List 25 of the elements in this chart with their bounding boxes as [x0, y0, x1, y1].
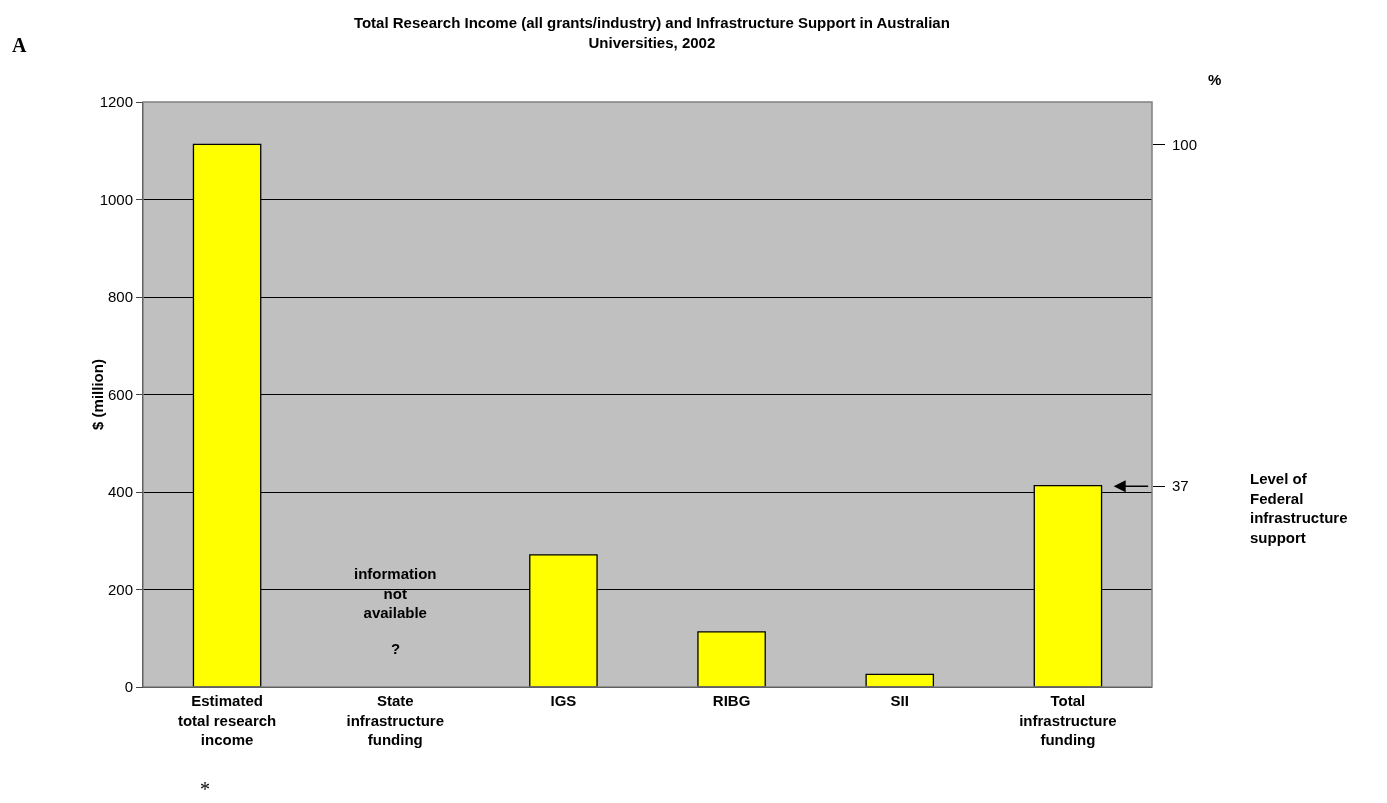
- x-tick-label: SII: [890, 692, 909, 709]
- y-tick-label: 600: [107, 385, 133, 403]
- y-tick-label: 1200: [99, 93, 133, 111]
- annotation: ?: [391, 640, 401, 657]
- annotation: information not available: [354, 565, 437, 621]
- y-axis-title: $ (million): [88, 359, 106, 430]
- y-tick-label: 800: [107, 288, 133, 306]
- x-tick-label: Total infrastructure funding: [1019, 692, 1117, 748]
- y2-tick-label: 37: [1172, 477, 1189, 495]
- x-tick-label: IGS: [550, 692, 577, 709]
- text: *: [200, 778, 210, 800]
- bar: [865, 673, 935, 687]
- y2-axis-title: %: [1208, 71, 1222, 88]
- chart-title: Total Research Income (all grants/industry) and Infrastructure Support in Australian Universities, 2002: [353, 14, 950, 51]
- text: A: [12, 34, 27, 56]
- y-tick-label: 200: [107, 580, 133, 598]
- y-tick-label: 0: [124, 678, 133, 696]
- x-tick-label: Estimated total research income: [177, 692, 277, 748]
- x-tick-label: State infrastructure funding: [346, 692, 445, 748]
- bar: [697, 631, 766, 687]
- y2-tick-label: 100: [1172, 135, 1198, 153]
- y-tick-label: 400: [107, 483, 133, 501]
- y-tick-label: 1000: [99, 190, 133, 208]
- text: Level of Federal infrastructure support: [1250, 470, 1348, 546]
- x-tick-label: RIBG: [712, 692, 751, 709]
